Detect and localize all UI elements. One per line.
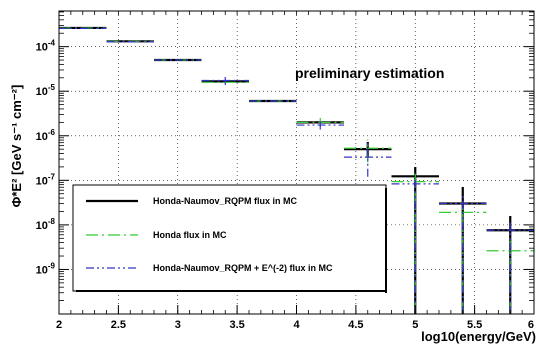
y-tick-label: 10-5 (36, 83, 56, 98)
legend: Honda-Naumov_RQPM flux in MC Honda flux i… (72, 184, 387, 293)
y-tick-label: 10-9 (36, 261, 56, 276)
series-3 (59, 27, 534, 314)
legend-label-1: Honda-Naumov_RQPM flux in MC (153, 196, 298, 206)
axes: 2 2.5 3 3.5 4 4.5 5 5.5 6 10-4 10-5 10-6 10-7 10-8 10-… (36, 11, 535, 331)
x-tick-label: 4 (293, 319, 300, 331)
x-tick-label: 2 (56, 319, 62, 331)
x-tick-label: 3 (175, 319, 181, 331)
x-tick-label: 4.5 (348, 319, 363, 331)
y-tick-label: 10-4 (36, 39, 56, 54)
legend-label-2: Honda flux in MC (153, 230, 227, 240)
x-tick-label: 3.5 (229, 319, 244, 331)
preliminary-annotation: preliminary estimation (295, 65, 444, 81)
x-tick-label: 5 (412, 319, 418, 331)
x-tick-label: 5.5 (467, 319, 482, 331)
y-tick-label: 10-7 (36, 172, 56, 187)
legend-label-3: Honda-Naumov_RQPM + E^(-2) flux in MC (153, 263, 333, 273)
x-axis-label: log10(energy/GeV) (421, 329, 536, 344)
x-tick-label: 6 (528, 319, 534, 331)
y-tick-label: 10-8 (36, 217, 56, 232)
y-tick-label: 10-6 (36, 128, 56, 143)
x-tick-label: 2.5 (111, 319, 126, 331)
data-series (59, 26, 534, 314)
y-axis-label: Φ*E² [GeV s⁻¹ cm⁻²] (9, 85, 24, 208)
legend-box (72, 184, 387, 292)
